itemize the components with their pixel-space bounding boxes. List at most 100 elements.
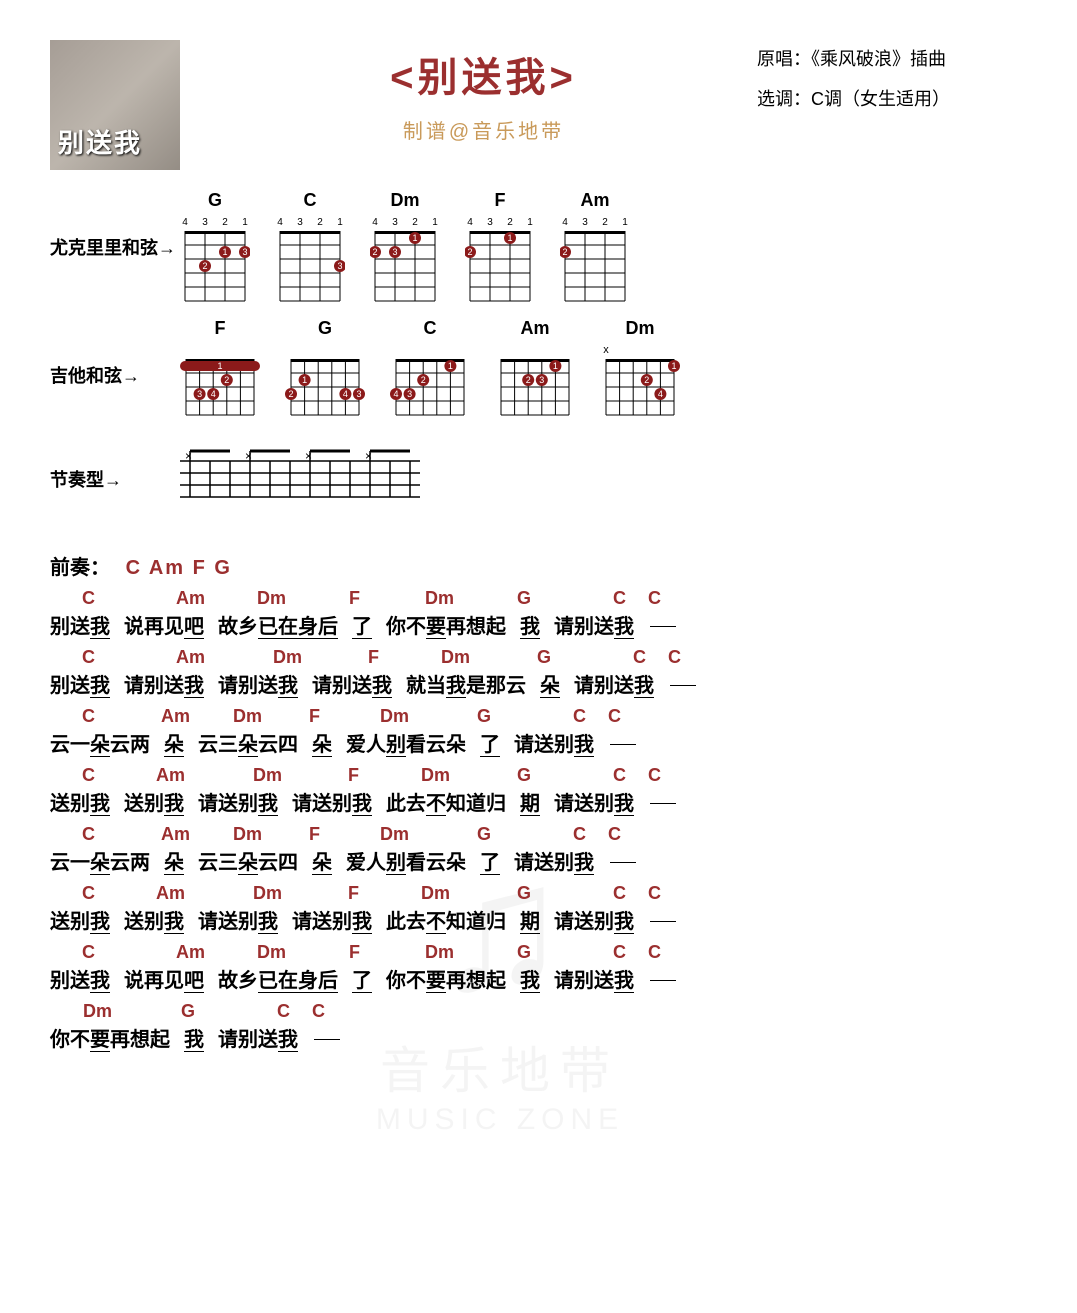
chord-label: Dm [253,883,282,904]
uke-chord-C: C43213 [275,190,345,303]
chord-label: F [368,647,379,668]
chord-label: Dm [273,647,302,668]
svg-text:×: × [185,449,192,463]
intro-line: 前奏： C Am F G [50,551,1027,580]
lyric-text: 请别送我 [124,669,204,698]
chord-label: C [608,706,621,727]
lyric-segment: C请别送我 [218,1023,298,1052]
lyric-segment: C [668,669,696,698]
chord-label: C [82,706,95,727]
chord-label: C [82,824,95,845]
lyric-segment: F朵 [312,846,332,875]
lyric-line-5: C送别我Am送别我Dm请送别我F请送别我Dm此去不知道归G期C请送别我C [50,905,1027,934]
lyric-segment: C别送我 [50,964,110,993]
svg-text:2: 2 [562,247,567,257]
chord-label: F [348,765,359,786]
chord-label: G [477,706,491,727]
lyric-segment: G我 [520,610,540,639]
svg-text:4: 4 [343,389,348,399]
chord-label: F [349,588,360,609]
svg-text:3: 3 [407,389,412,399]
chord-label: Dm [83,1001,112,1022]
lyric-segment: C请送别我 [514,728,594,757]
lyric-segment: C别送我 [50,610,110,639]
svg-text:3: 3 [202,217,208,228]
chord-label: Am [156,765,185,786]
chord-label: G [517,765,531,786]
chord-label: Dm [253,765,282,786]
lyric-segment: G期 [520,787,540,816]
svg-text:1: 1 [448,361,453,371]
lyric-line-1: C别送我Am请别送我Dm请别送我F请别送我Dm就当我是那云G朵C请别送我C [50,669,1027,698]
lyric-text: 了 [352,610,372,639]
lyric-segment: Dm爱人别看云朵 [346,728,466,757]
chord-name: F [215,318,226,339]
svg-text:×: × [365,449,372,463]
arranger: 制谱@音乐地带 [210,115,757,144]
lyric-text: 请送别我 [292,905,372,934]
uke-chord-G: G4321123 [180,190,250,303]
rhythm-label: 节奏型→ [50,466,180,492]
chord-label: C [82,765,95,786]
lyric-segment: C请别送我 [554,610,634,639]
lyric-segment: F朵 [312,728,332,757]
lyric-text: 期 [520,787,540,816]
lyric-text: 送别我 [50,905,110,934]
lyric-segment: Dm此去不知道归 [386,787,506,816]
chord-label: C [668,647,681,668]
lyric-segment: Am朵 [164,728,184,757]
lyric-segment: C请送别我 [554,787,634,816]
chord-label: Am [176,588,205,609]
svg-text:2: 2 [202,261,207,271]
uke-label: 尤克里里和弦→ [50,234,180,260]
chord-name: C [424,318,437,339]
lyric-segment: F请别送我 [312,669,392,698]
lyric-line-6: C别送我Am说再见吧Dm故乡已在身后F了Dm你不要再想起G我C请别送我C [50,964,1027,993]
svg-text:2: 2 [222,217,228,228]
uke-chord-Am: Am43212 [560,190,630,303]
chord-label: Dm [257,942,286,963]
lyric-text: 了 [480,846,500,875]
svg-text:3: 3 [487,217,493,228]
chord-name: Am [520,318,549,339]
lyric-text: 别送我 [50,964,110,993]
chord-name: C [304,190,317,211]
lyric-segment: F了 [352,964,372,993]
lyric-text: 就当我是那云 [406,669,526,698]
meta-key: 选调：C调（女生适用） [757,80,1027,120]
meta-block: 原唱：《乘风破浪》插曲 选调：C调（女生适用） [757,40,1027,119]
uke-diagrams: G4321123C43213Dm4321123F432112Am43212 [180,190,630,303]
lyric-segment: G了 [480,846,500,875]
uke-chord-F: F432112 [465,190,535,303]
svg-text:1: 1 [217,361,222,371]
svg-text:3: 3 [582,217,588,228]
lyric-segment: G我 [520,964,540,993]
lyric-text: 请别送我 [554,964,634,993]
svg-text:1: 1 [671,361,676,371]
chord-label: Am [156,883,185,904]
lyric-segment: C送别我 [50,905,110,934]
rhythm-row: 节奏型→ × [50,446,1027,511]
svg-text:1: 1 [337,217,343,228]
chord-label: G [477,824,491,845]
svg-text:2: 2 [224,375,229,385]
lyric-text: 朵 [540,669,560,698]
lyric-text: 请别送我 [218,1023,298,1052]
chord-label: C [312,1001,325,1022]
lyric-segment: Dm就当我是那云 [406,669,526,698]
lyric-text: 了 [352,964,372,993]
lyric-segment: C [648,905,676,934]
chord-label: F [309,706,320,727]
chord-name: G [208,190,222,211]
title-block: <别送我> 制谱@音乐地带 [210,40,757,144]
svg-text:2: 2 [412,217,418,228]
lyric-segment: Am朵 [164,846,184,875]
rhythm-pattern: × × × [180,446,420,511]
svg-text:1: 1 [553,361,558,371]
lyric-segment: Am请别送我 [124,669,204,698]
lyric-segment: G我 [184,1023,204,1052]
svg-text:1: 1 [622,217,628,228]
lyric-text: 送别我 [124,787,184,816]
lyric-text: 云三朵云四 [198,846,298,875]
chord-label: G [517,942,531,963]
